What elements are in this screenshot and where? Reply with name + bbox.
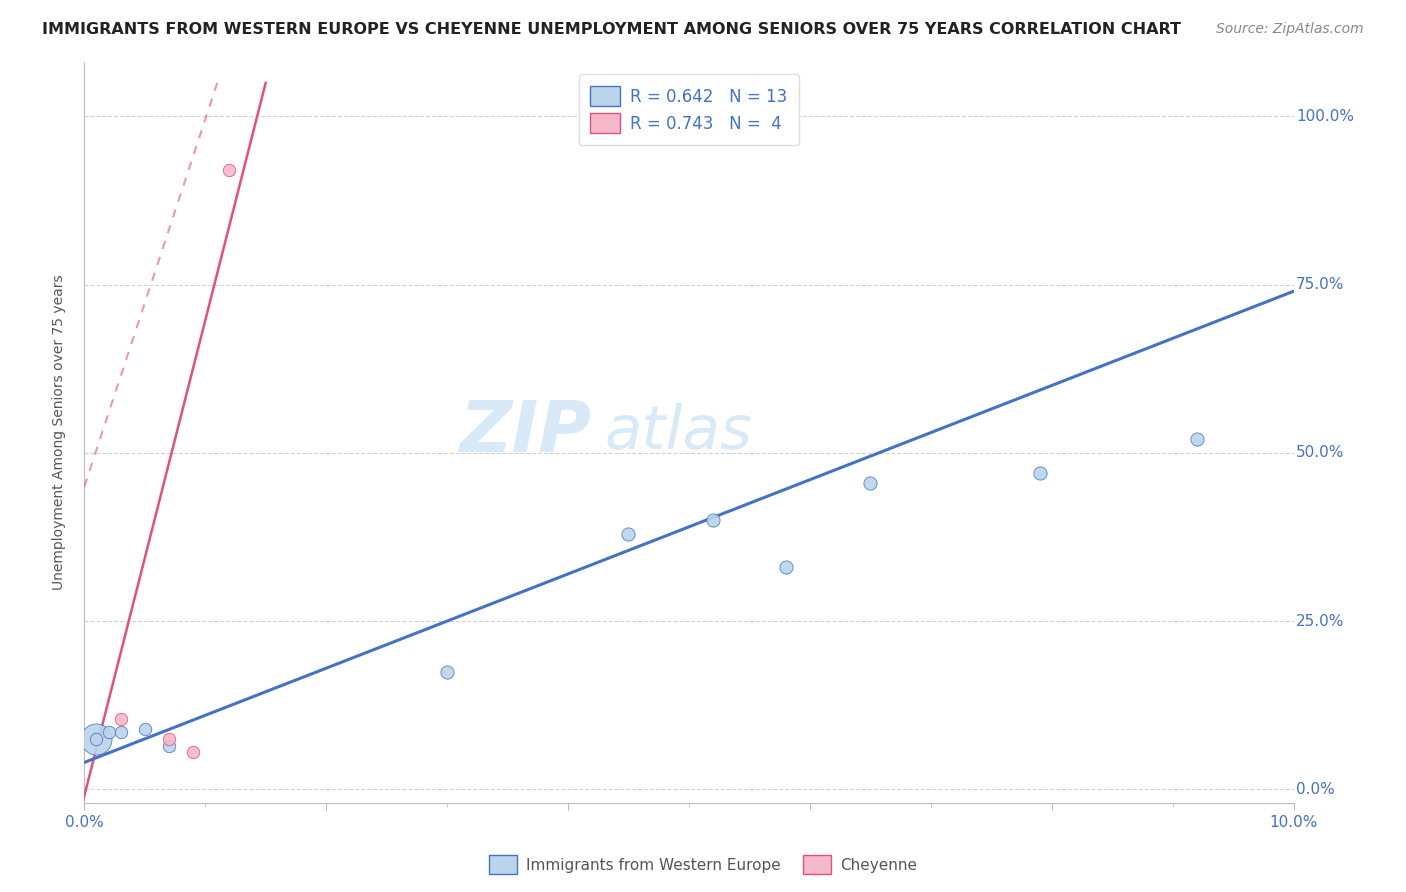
- Text: IMMIGRANTS FROM WESTERN EUROPE VS CHEYENNE UNEMPLOYMENT AMONG SENIORS OVER 75 YE: IMMIGRANTS FROM WESTERN EUROPE VS CHEYEN…: [42, 22, 1181, 37]
- Point: [134, 722, 156, 736]
- Point: [157, 731, 180, 746]
- Point: [97, 725, 120, 739]
- Text: 100.0%: 100.0%: [1296, 109, 1354, 124]
- Point: [181, 745, 204, 759]
- Text: atlas: atlas: [605, 403, 752, 462]
- Point: [617, 526, 640, 541]
- Point: [110, 712, 132, 726]
- Text: 50.0%: 50.0%: [1296, 445, 1344, 460]
- Point: [1185, 433, 1208, 447]
- Text: 25.0%: 25.0%: [1296, 614, 1344, 629]
- Point: [86, 731, 108, 746]
- Legend: Immigrants from Western Europe, Cheyenne: Immigrants from Western Europe, Cheyenne: [482, 849, 924, 880]
- Y-axis label: Unemployment Among Seniors over 75 years: Unemployment Among Seniors over 75 years: [52, 275, 66, 591]
- Point: [157, 739, 180, 753]
- Point: [702, 513, 724, 527]
- Point: [218, 163, 240, 178]
- Legend: R = 0.642   N = 13, R = 0.743   N =  4: R = 0.642 N = 13, R = 0.743 N = 4: [579, 74, 799, 145]
- Point: [1028, 466, 1050, 480]
- Text: 0.0%: 0.0%: [1296, 782, 1334, 797]
- Point: [436, 665, 458, 679]
- Point: [775, 560, 797, 574]
- Point: [859, 476, 882, 491]
- Point: [86, 731, 108, 746]
- Text: ZIP: ZIP: [460, 398, 592, 467]
- Point: [110, 725, 132, 739]
- Text: 75.0%: 75.0%: [1296, 277, 1344, 292]
- Text: Source: ZipAtlas.com: Source: ZipAtlas.com: [1216, 22, 1364, 37]
